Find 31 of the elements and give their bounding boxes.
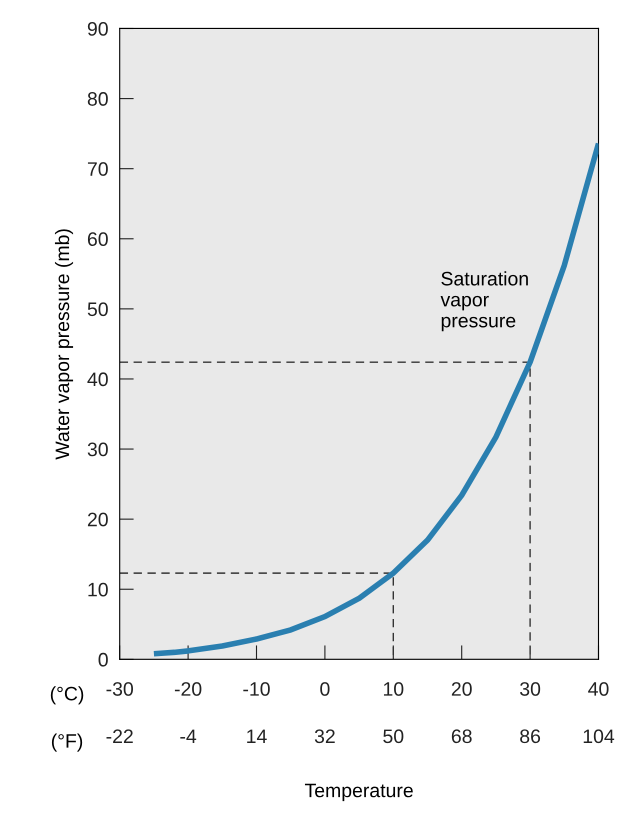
x-tick-label: -30 (106, 682, 133, 696)
x-axis-title: Temperature (304, 784, 413, 802)
y-tick-label: 10 (88, 582, 108, 596)
x2-tick-label: 32 (314, 729, 335, 744)
y-tick-label: 50 (88, 302, 108, 316)
y-axis-title: Water vapor pressure (mb) (54, 229, 74, 460)
x2-tick-label: -4 (180, 730, 196, 743)
x-tick-label: 10 (384, 682, 404, 696)
x-tick-label: 30 (520, 682, 540, 696)
y-tick-label: 30 (88, 442, 108, 456)
x2-tick-label: 68 (452, 729, 472, 744)
y-tick-label: 0 (98, 652, 108, 667)
y-tick-label: 70 (88, 162, 108, 176)
x2-tick-label: 14 (247, 730, 267, 743)
x2-tick-label: 86 (520, 729, 540, 744)
x-tick-label: -20 (174, 682, 202, 696)
x-tick-label: -10 (243, 682, 270, 696)
x2-tick-label: -22 (106, 729, 133, 743)
y-tick-label: 80 (88, 92, 108, 106)
x2-tick-label: 50 (383, 729, 404, 744)
x2-tick-label: 104 (584, 729, 614, 744)
y-tick-label: 60 (88, 232, 108, 246)
y-tick-label: 90 (88, 22, 108, 36)
annotation: Saturation vapor pressure (440, 271, 528, 332)
y-tick-label: 20 (88, 512, 108, 526)
y-tick-label: 40 (87, 372, 108, 386)
text: (°F) (52, 734, 82, 752)
text: (°C) (50, 686, 84, 704)
x-tick-label: 20 (452, 682, 472, 696)
x-tick-label: 0 (320, 682, 330, 696)
x-tick-label: 40 (588, 682, 609, 696)
